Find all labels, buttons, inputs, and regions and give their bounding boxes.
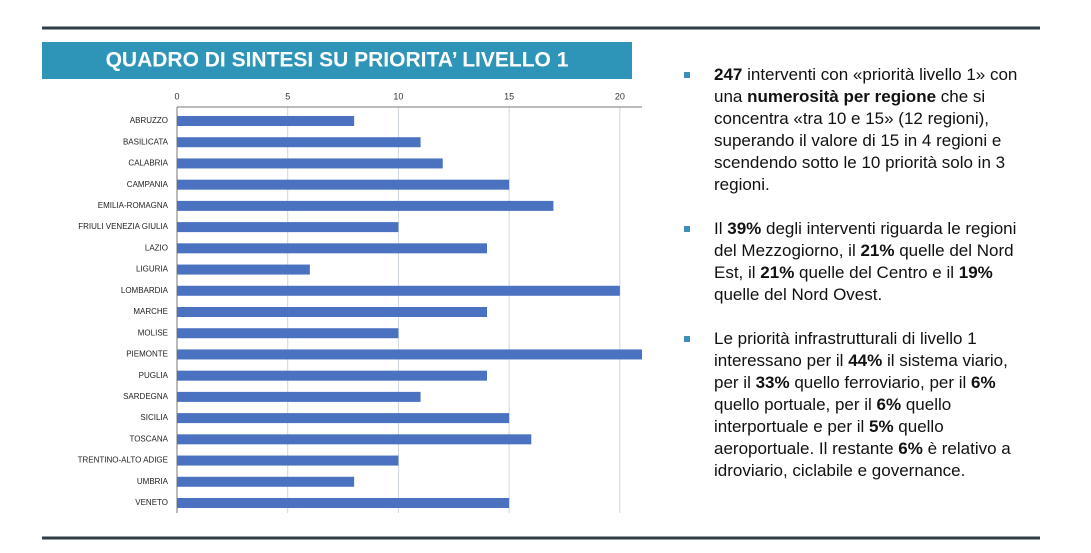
y-tick-label: ABRUZZO — [130, 116, 168, 125]
text: quello portuale, per il — [714, 395, 877, 414]
text: quelle del Nord Est, il — [714, 241, 1014, 282]
bold-text: numerosità per regione — [747, 87, 937, 106]
bar — [177, 476, 355, 487]
bar — [177, 179, 510, 190]
y-tick-label: SICILIA — [140, 413, 168, 422]
y-tick-label: LOMBARDIA — [121, 286, 169, 295]
bar — [177, 264, 310, 275]
bar — [177, 434, 532, 445]
bar — [177, 158, 443, 169]
text: quello aeroportuale. Il restante — [714, 417, 944, 458]
bar — [177, 222, 399, 233]
bold-text: 21% — [860, 241, 895, 260]
bold-text: 6% — [876, 395, 902, 414]
y-tick-label: PIEMONTE — [126, 350, 168, 359]
bar — [177, 116, 355, 126]
bar — [177, 455, 399, 466]
text: Il — [714, 219, 728, 238]
bullet: Il 39% degli interventi riguarda le regi… — [684, 218, 1036, 306]
bold-text: 19% — [958, 263, 993, 282]
bullet-list: 247 interventi con «priorità livello 1» … — [684, 64, 1036, 504]
x-tick-label: 10 — [393, 91, 403, 101]
text: quelle del Centro e il — [794, 263, 959, 282]
text: quello ferroviario, per il — [789, 373, 972, 392]
text: Le priorità infrastrutturali di livello … — [714, 329, 977, 370]
text: il sistema viario, per il — [714, 351, 1008, 392]
y-tick-label: UMBRIA — [137, 477, 169, 486]
bold-text: 33% — [755, 373, 790, 392]
bar — [177, 349, 642, 360]
y-tick-label: LIGURIA — [136, 265, 169, 274]
text: quelle del Nord Ovest. — [714, 285, 883, 304]
y-tick-label: TOSCANA — [129, 434, 168, 443]
bold-text: 21% — [760, 263, 795, 282]
y-tick-label: PUGLIA — [139, 371, 169, 380]
x-tick-label: 5 — [285, 91, 290, 101]
y-tick-label: MARCHE — [133, 307, 168, 316]
slide-title: QUADRO DI SINTESI SU PRIORITA’ LIVELLO 1 — [106, 49, 569, 72]
bold-text: 6% — [898, 439, 923, 458]
bold-text: 44% — [848, 351, 883, 370]
bar — [177, 307, 487, 317]
text: degli interventi riguarda le regioni del… — [714, 219, 1017, 260]
bar — [177, 328, 399, 339]
title-bar — [42, 42, 632, 79]
bold-text: 6% — [971, 373, 996, 392]
y-tick-label: EMILIA-ROMAGNA — [98, 201, 169, 210]
y-tick-label: TRENTINO-ALTO ADIGE — [78, 456, 168, 465]
bar — [177, 137, 421, 148]
text: è relativo a idroviario, ciclabile e gov… — [714, 439, 1011, 480]
bar — [177, 243, 487, 254]
bar — [177, 370, 487, 381]
y-tick-label: LAZIO — [145, 243, 168, 252]
y-tick-label: CALABRIA — [128, 159, 168, 168]
text: che si concentra «tra 10 e 15» (12 regio… — [714, 87, 1006, 194]
bold-text: 39% — [727, 219, 762, 238]
x-tick-label: 0 — [174, 91, 179, 101]
y-tick-label: BASILICATA — [123, 137, 169, 146]
bullet: Le priorità infrastrutturali di livello … — [684, 328, 1036, 482]
text: interventi con «priorità livello 1» con … — [714, 65, 1018, 106]
bar — [177, 498, 510, 508]
y-tick-label: FRIULI VENEZIA GIULIA — [78, 222, 168, 231]
bar — [177, 391, 421, 402]
bold-text: 247 — [714, 65, 743, 84]
text: quello interportuale e per il — [714, 395, 952, 436]
bold-text: 5% — [868, 417, 894, 436]
y-tick-label: SARDEGNA — [123, 392, 169, 401]
x-tick-label: 20 — [615, 91, 625, 101]
bullet: 247 interventi con «priorità livello 1» … — [684, 64, 1036, 196]
bar — [177, 285, 620, 296]
y-tick-label: MOLISE — [138, 328, 168, 337]
bar — [177, 413, 510, 424]
y-tick-label: CAMPANIA — [127, 180, 169, 189]
y-tick-label: VENETO — [135, 498, 168, 507]
x-tick-label: 15 — [504, 91, 514, 101]
bar — [177, 200, 554, 211]
